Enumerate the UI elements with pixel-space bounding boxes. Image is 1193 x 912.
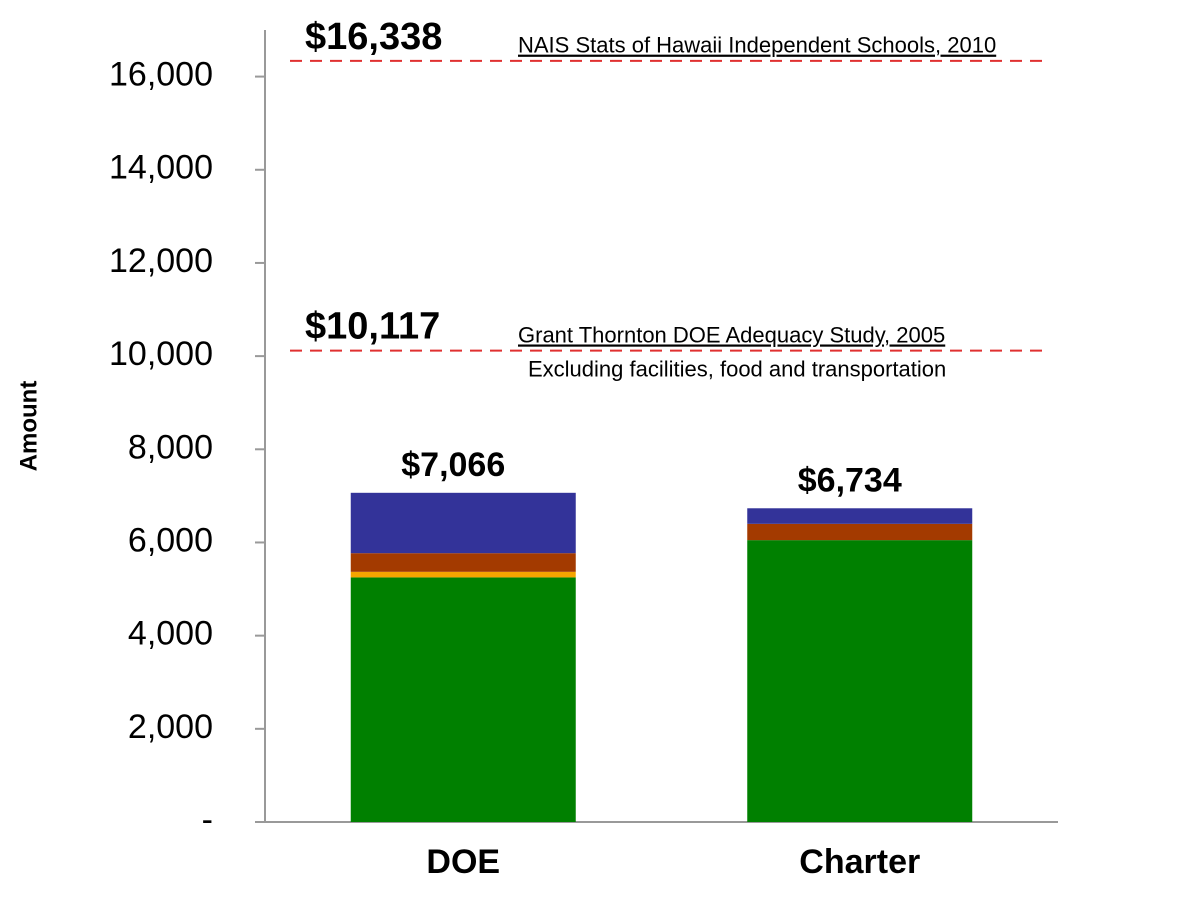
- y-tick-label: 8,000: [128, 428, 213, 466]
- y-tick-label: 10,000: [109, 335, 213, 373]
- y-tick-label: 16,000: [109, 56, 213, 94]
- reference-note: Excluding facilities, food and transport…: [528, 356, 946, 381]
- reference-source: Grant Thornton DOE Adequacy Study, 2005: [518, 322, 945, 347]
- y-tick-label: 12,000: [109, 242, 213, 280]
- reference-label: $16,338: [305, 16, 442, 58]
- bar-segment: [747, 540, 973, 822]
- bar-segment: [350, 492, 576, 554]
- x-tick-label: DOE: [426, 843, 500, 881]
- y-tick-label: -: [202, 801, 213, 839]
- reference-source: NAIS Stats of Hawaii Independent Schools…: [518, 33, 996, 58]
- total-label: $7,066: [401, 446, 505, 484]
- bar-segment: [350, 577, 576, 822]
- bar-segment: [747, 508, 973, 524]
- y-tick-label: 14,000: [109, 149, 213, 187]
- y-axis-label: Amount: [15, 381, 42, 472]
- y-tick-label: 4,000: [128, 615, 213, 653]
- reference-label: $10,117: [305, 306, 440, 348]
- x-tick-label: Charter: [799, 843, 920, 881]
- total-label: $6,734: [798, 461, 902, 499]
- bar-segment: [747, 523, 973, 541]
- y-tick-label: 2,000: [128, 708, 213, 746]
- y-tick-label: 6,000: [128, 521, 213, 559]
- bar-segment: [350, 571, 576, 578]
- bar-segment: [350, 553, 576, 572]
